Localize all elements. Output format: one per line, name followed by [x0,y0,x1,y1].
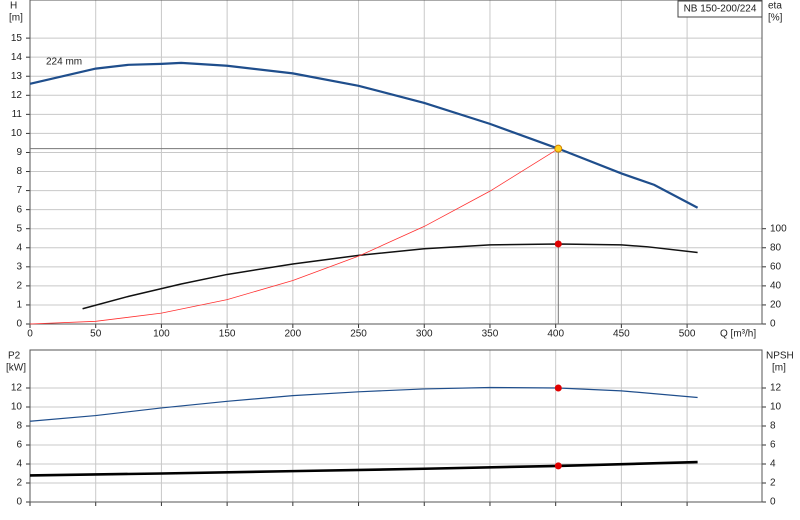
x-tick-label: 100 [153,329,170,340]
y2-unit: [m] [772,363,786,374]
y-tick-label: 0 [16,497,22,508]
y-tick-label: 4 [16,242,22,253]
y-tick-label: 6 [16,204,22,215]
y-tick-label: 9 [16,147,22,158]
x-label: Q [m³/h] [720,329,756,340]
x-tick-label: 350 [482,329,499,340]
y-tick-label: 13 [11,71,23,82]
y2-unit: [%] [768,13,783,24]
series-line [82,243,698,310]
y2-label: eta [768,1,782,12]
y2-tick-label: 20 [770,300,782,311]
y-tick-label: 8 [16,166,22,177]
y2-tick-label: 4 [770,459,776,470]
y2-tick-label: 60 [770,261,782,272]
x-tick-label: 150 [219,329,236,340]
y2-tick-label: 0 [770,497,776,508]
annotation: 224 mm [46,57,82,68]
x-tick-label: 250 [350,329,367,340]
y2-tick-label: 100 [770,223,787,234]
y2-label: NPSH [766,351,794,362]
y-tick-label: 15 [11,33,23,44]
y-tick-label: 11 [12,109,23,120]
y-unit: [kW] [6,363,26,374]
series-line [29,460,698,477]
y-tick-label: 4 [16,459,22,470]
y2-tick-label: 8 [770,421,776,432]
title-box [677,0,763,18]
y2-tick-label: 40 [770,281,782,292]
y-tick-label: 5 [16,223,22,234]
x-tick-label: 500 [679,329,696,340]
y-tick-label: 8 [16,421,22,432]
y-tick-label: 14 [11,52,23,63]
x-tick-label: 450 [613,329,630,340]
y-unit: [m] [9,13,23,24]
y-tick-label: 0 [16,319,22,330]
marker [554,144,563,153]
y-tick-label: 2 [16,281,22,292]
x-tick-label: 200 [284,329,301,340]
marker [554,462,562,470]
marker [554,240,562,248]
y-tick-label: 12 [11,383,23,394]
x-tick-label: 300 [416,329,433,340]
series-line [29,148,559,325]
y2-tick-label: 6 [770,440,776,451]
chart-title: NB 150-200/224 [684,4,757,15]
y-tick-label: 1 [16,300,22,311]
series-line [29,386,698,422]
y-tick-label: 2 [16,478,22,489]
y-tick-label: 12 [11,90,23,101]
x-tick-label: 400 [547,329,564,340]
y-tick-label: 3 [16,261,22,272]
x-tick-label: 50 [90,329,102,340]
y2-tick-label: 10 [770,402,782,413]
series-line [29,61,699,209]
marker [554,384,562,392]
x-tick-label: 0 [27,329,33,340]
plot-frame [29,349,763,503]
y-tick-label: 6 [16,440,22,451]
y-tick-label: 10 [11,402,23,413]
y2-tick-label: 80 [770,242,782,253]
plot-frame [29,0,763,325]
y-tick-label: 7 [16,185,22,196]
y2-tick-label: 12 [770,383,782,394]
y-tick-label: 10 [11,128,23,139]
y-label: P2 [8,351,21,362]
y2-tick-label: 2 [770,478,776,489]
y-label: H [10,1,17,12]
y2-tick-label: 0 [770,319,776,330]
